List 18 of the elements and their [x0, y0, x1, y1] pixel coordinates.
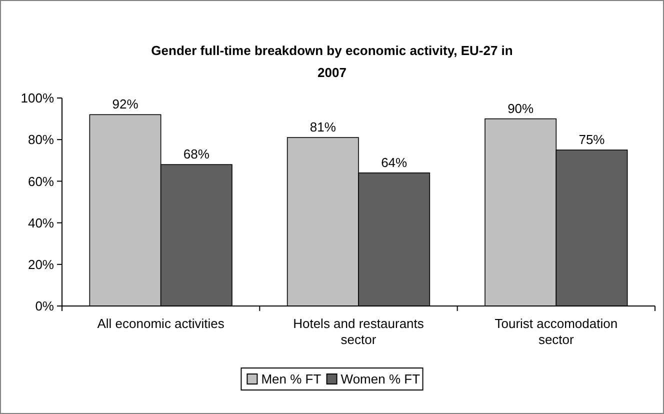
x-tick-label: All economic activities — [97, 316, 225, 331]
data-label: 68% — [183, 146, 210, 162]
y-tick-label: 20% — [28, 256, 54, 272]
data-label: 81% — [310, 120, 336, 135]
legend-label: Men % FT — [261, 372, 322, 387]
legend-label: Women % FT — [340, 372, 420, 387]
x-tick-label: Hotels and restaurants sector — [293, 316, 424, 347]
x-tick-label: Tourist accomodation sector — [494, 316, 618, 347]
data-label: 92% — [112, 96, 139, 112]
y-tick-label: 60% — [28, 174, 54, 189]
data-label: 75% — [578, 132, 606, 147]
y-tick-label: 40% — [28, 215, 54, 230]
y-tick-label: 0% — [35, 298, 54, 314]
chart-title: Gender full-time breakdown by economic activity, EU-27 in 2007 — [151, 43, 513, 80]
data-label: 64% — [381, 154, 408, 170]
data-label: 90% — [508, 100, 534, 116]
y-tick-label: 80% — [28, 132, 54, 148]
y-tick-label: 100% — [20, 90, 54, 106]
